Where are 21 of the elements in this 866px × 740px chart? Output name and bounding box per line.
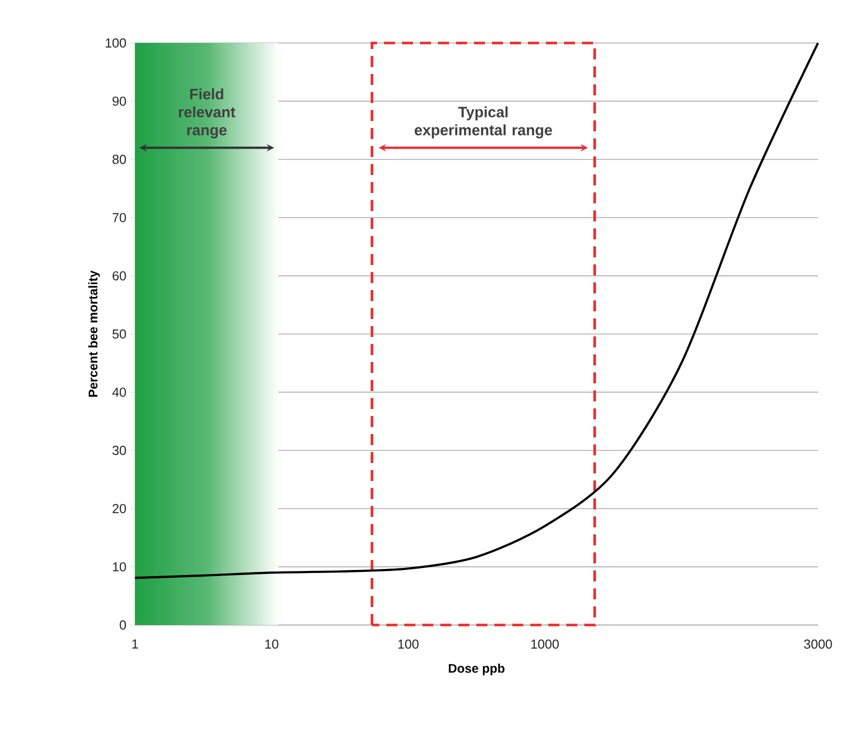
y-tick-label: 30 [112, 446, 126, 455]
y-tick-label: 90 [112, 96, 126, 106]
annotation: Field relevant range [178, 88, 236, 138]
y-tick-label: 20 [112, 504, 126, 514]
y-tick-label: 60 [112, 271, 126, 280]
y-tick-label: 70 [112, 212, 126, 222]
x-axis-title: Dose ppb [448, 664, 504, 676]
annotation: Typical experimental range [414, 106, 552, 138]
y-tick-label: 10 [113, 562, 126, 572]
x-tick-label: 1000 [531, 640, 559, 649]
y-tick-label: 40 [112, 388, 126, 397]
y-tick-label: 100 [106, 38, 126, 48]
x-tick-label: 10 [265, 640, 278, 649]
x-tick-label: 100 [398, 640, 419, 649]
x-tick-label: 3000 [804, 640, 832, 649]
y-tick-label: 50 [112, 329, 126, 339]
y-tick-label: 80 [112, 154, 126, 164]
y-axis-title: Percent bee mortality [88, 270, 100, 397]
y-tick-label: 0 [120, 620, 126, 630]
x-tick-label: 1 [132, 640, 138, 648]
line-series [134, 42, 820, 579]
